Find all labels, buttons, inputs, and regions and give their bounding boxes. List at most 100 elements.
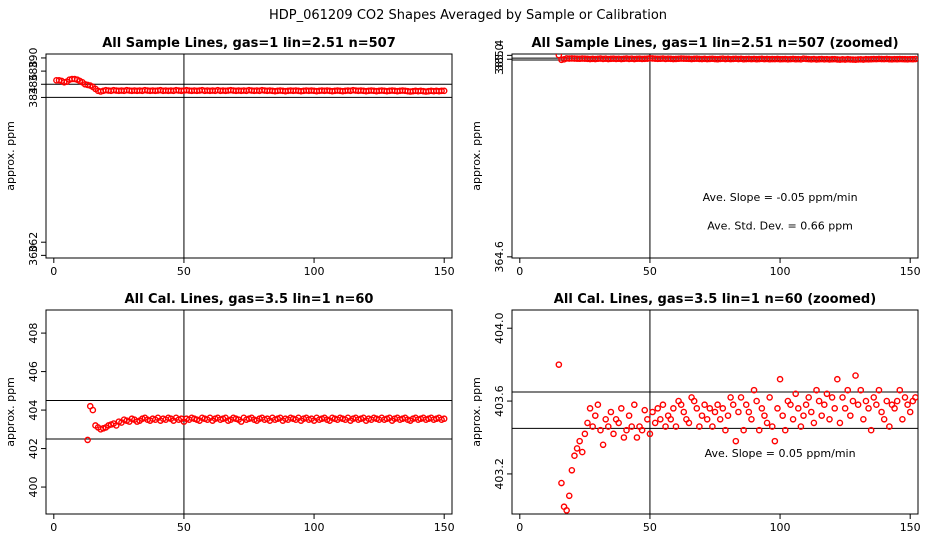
y-tick-label: 408	[27, 323, 40, 344]
data-point	[651, 419, 659, 427]
y-tick-label: 403.6	[493, 385, 506, 417]
data-point	[667, 415, 675, 423]
data-point	[672, 423, 680, 430]
data-point	[604, 423, 612, 430]
data-point	[839, 394, 846, 401]
x-tick-label: 50	[643, 521, 657, 534]
data-point	[821, 401, 828, 409]
data-point	[568, 466, 576, 474]
data-point	[899, 415, 906, 423]
figure-title: HDP_061209 CO2 Shapes Averaged by Sample…	[269, 8, 667, 23]
data-points	[555, 361, 918, 514]
data-point	[849, 397, 857, 405]
data-point	[594, 401, 602, 409]
data-point	[792, 390, 799, 398]
data-point	[571, 452, 578, 460]
data-point	[633, 434, 641, 441]
data-point	[440, 87, 448, 95]
data-point	[844, 386, 852, 394]
data-point	[711, 408, 719, 416]
y-tick-label: 360	[27, 245, 40, 266]
x-tick-label: 0	[516, 521, 523, 534]
data-point	[815, 397, 823, 405]
data-point	[906, 408, 914, 416]
x-tick-label: 150	[900, 265, 921, 278]
annotation: Ave. Slope = -0.05 ppm/min	[703, 191, 858, 204]
panel-title: All Cal. Lines, gas=3.5 lin=1 n=60	[125, 292, 374, 307]
y-tick-label: 404.0	[493, 312, 506, 344]
data-point	[584, 419, 591, 427]
data-point	[766, 394, 773, 401]
data-point	[646, 430, 654, 438]
data-point	[776, 375, 784, 383]
data-point	[748, 415, 755, 423]
data-point	[563, 507, 570, 514]
y-tick-label: 386	[27, 74, 40, 95]
data-point	[761, 412, 768, 419]
y-tick-label: 384	[27, 87, 40, 108]
data-point	[727, 394, 734, 401]
plot-frame	[511, 53, 919, 259]
data-point	[602, 415, 609, 423]
y-tick-label: 364.6	[493, 241, 506, 273]
data-point	[737, 394, 745, 401]
y-tick-label: 400	[27, 477, 40, 498]
data-point	[641, 406, 649, 414]
x-tick-label: 100	[770, 521, 791, 534]
data-point	[794, 405, 802, 412]
data-point	[693, 405, 701, 412]
data-points	[53, 75, 448, 95]
data-point	[886, 423, 893, 430]
data-point	[909, 55, 917, 63]
data-point	[883, 397, 891, 405]
data-point	[732, 437, 740, 445]
data-point	[623, 426, 630, 434]
data-point	[758, 405, 766, 412]
x-tick-label: 0	[50, 521, 57, 534]
data-point	[834, 375, 841, 383]
data-point	[714, 401, 721, 409]
data-point	[841, 405, 849, 412]
data-point	[565, 492, 573, 500]
data-point	[865, 405, 872, 412]
x-tick-label: 100	[304, 265, 325, 278]
data-point	[657, 415, 664, 423]
data-point	[654, 405, 662, 412]
data-point	[763, 419, 771, 427]
data-point	[813, 386, 820, 394]
data-points	[555, 54, 918, 64]
panel-1: All Sample Lines, gas=1 lin=2.51 n=507 ap…	[4, 36, 455, 278]
y-tick-label: 406	[27, 361, 40, 382]
y-tick-label: 390	[27, 47, 40, 68]
data-point	[573, 445, 581, 452]
data-point	[599, 441, 607, 449]
data-point	[873, 401, 880, 409]
x-tick-label: 50	[177, 521, 191, 534]
data-point	[659, 401, 667, 409]
data-point	[878, 408, 885, 416]
data-point	[576, 437, 583, 445]
data-point	[768, 423, 776, 430]
data-point	[610, 430, 617, 438]
data-point	[662, 423, 669, 430]
data-point	[800, 412, 807, 419]
data-point	[89, 406, 97, 414]
data-point	[680, 408, 688, 416]
data-point	[742, 401, 750, 409]
data-point	[701, 401, 708, 409]
data-point	[740, 426, 747, 434]
data-point	[735, 408, 742, 416]
data-point	[781, 426, 789, 434]
x-tick-label: 50	[643, 265, 657, 278]
data-point	[779, 412, 786, 419]
y-tick-label: 388	[27, 61, 40, 82]
data-point	[852, 372, 859, 379]
data-point	[685, 419, 693, 427]
data-point	[787, 401, 794, 409]
data-point	[753, 397, 760, 405]
data-point	[891, 405, 898, 412]
y-tick-label: 385.4	[493, 40, 506, 72]
data-points	[84, 402, 448, 444]
data-point	[698, 412, 706, 419]
